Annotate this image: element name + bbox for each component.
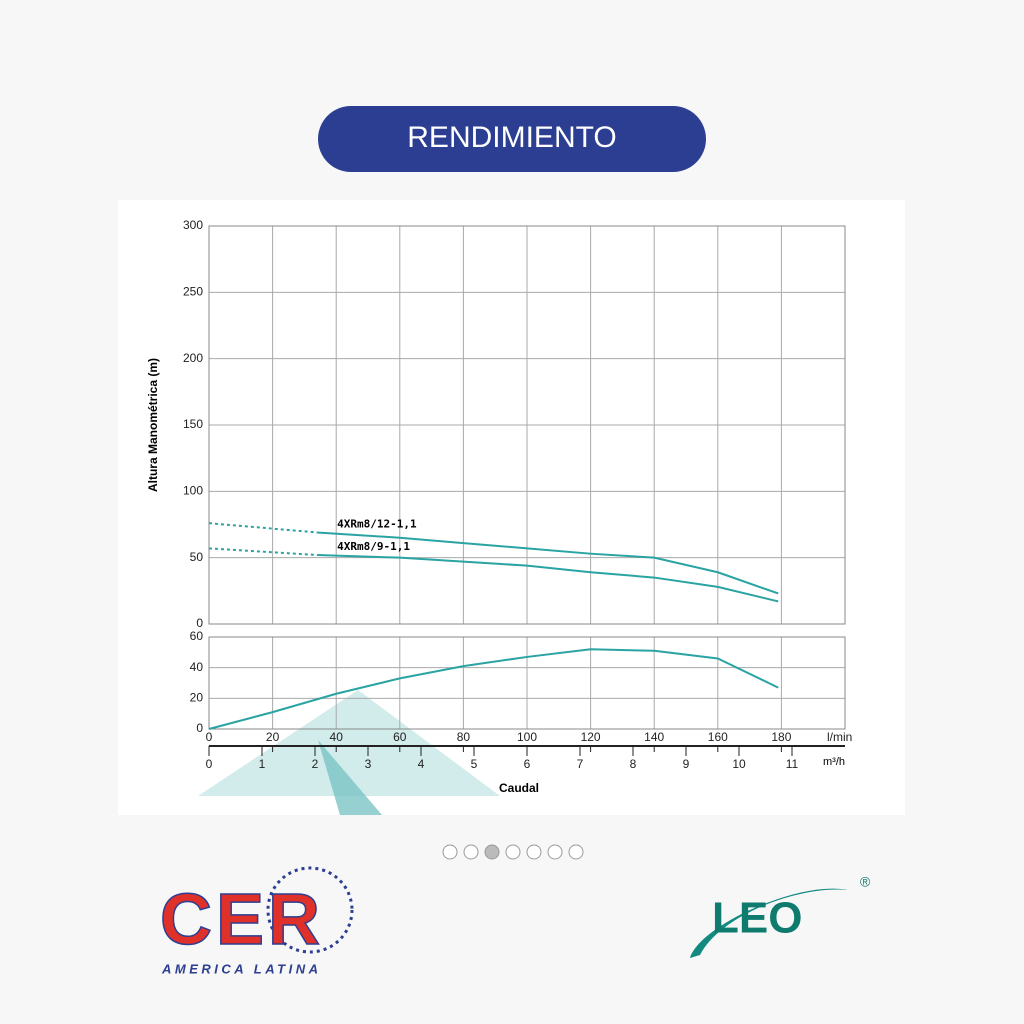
x2-unit: m³/h <box>823 756 845 768</box>
curve <box>208 547 318 557</box>
y-tick-label: 50 <box>190 550 204 564</box>
x-tick-label: 100 <box>517 730 537 744</box>
curve-label: 4XRm8/12-1,1 <box>337 517 417 530</box>
logo-cer: CER <box>160 880 320 960</box>
y-tick-label: 250 <box>183 285 203 299</box>
curve <box>317 531 779 595</box>
decoration <box>318 740 382 815</box>
x-tick-label: 20 <box>266 730 280 744</box>
y-tick-label: 20 <box>190 691 204 705</box>
chart-card <box>118 200 905 815</box>
logo-registered: ® <box>860 874 871 890</box>
dot[interactable] <box>526 844 542 860</box>
dot[interactable] <box>505 844 521 860</box>
logo-swoosh <box>690 888 848 958</box>
x2-tick-label: 5 <box>471 757 478 771</box>
curve <box>317 554 779 603</box>
x2-tick-label: 11 <box>786 757 799 771</box>
y-tick-label: 40 <box>190 660 204 674</box>
x-tick-label: 80 <box>457 730 471 744</box>
decoration <box>198 690 500 796</box>
y-tick-label: 60 <box>190 629 204 643</box>
y-tick-label: 100 <box>183 484 203 498</box>
x2-tick-label: 4 <box>418 757 425 771</box>
y-tick-label: 300 <box>183 218 203 232</box>
y-tick-label: 150 <box>183 417 203 431</box>
title-pill <box>318 106 706 172</box>
curve <box>208 522 318 534</box>
dot[interactable] <box>568 844 584 860</box>
x-tick-label: 180 <box>771 730 791 744</box>
x-tick-label: 120 <box>581 730 601 744</box>
dot[interactable] <box>484 844 500 860</box>
x2-tick-label: 2 <box>312 757 319 771</box>
chart: 0501001502002503004XRm8/12-1,14XRm8/9-1,… <box>146 218 852 795</box>
x2-tick-label: 10 <box>732 757 746 771</box>
curve <box>208 648 779 730</box>
x2-tick-label: 7 <box>577 757 584 771</box>
y-tick-label: 0 <box>196 721 203 735</box>
x-axis-label: Caudal <box>499 781 539 795</box>
x2-tick-label: 1 <box>259 757 266 771</box>
x-tick-label: 60 <box>393 730 407 744</box>
x-tick-label: 0 <box>206 730 213 744</box>
logo-leo: LEO <box>712 894 802 943</box>
x2-tick-label: 3 <box>365 757 372 771</box>
x-tick-label: 140 <box>644 730 664 744</box>
x2-tick-label: 8 <box>630 757 637 771</box>
y-axis-label: Altura Manométrica (m) <box>146 358 160 492</box>
x2-tick-label: 6 <box>524 757 531 771</box>
plot-frame <box>208 636 846 730</box>
y-tick-label: 200 <box>183 351 203 365</box>
dot[interactable] <box>463 844 479 860</box>
logo-cer-sub: AMERICA LATINA <box>161 961 318 976</box>
x2-tick-label: 0 <box>206 757 213 771</box>
dot[interactable] <box>547 844 563 860</box>
curve-label: 4XRm8/9-1,1 <box>337 540 410 553</box>
dot[interactable] <box>442 844 458 860</box>
x-tick-label: 40 <box>330 730 344 744</box>
y-tick-label: 0 <box>196 616 203 630</box>
page-title: RENDIMIENTO <box>407 121 616 154</box>
x-tick-label: 160 <box>708 730 728 744</box>
x-unit: l/min <box>827 730 852 744</box>
logo-dial <box>266 866 354 954</box>
carousel-dots[interactable] <box>442 844 584 860</box>
x2-tick-label: 9 <box>683 757 690 771</box>
plot-frame <box>208 225 846 625</box>
